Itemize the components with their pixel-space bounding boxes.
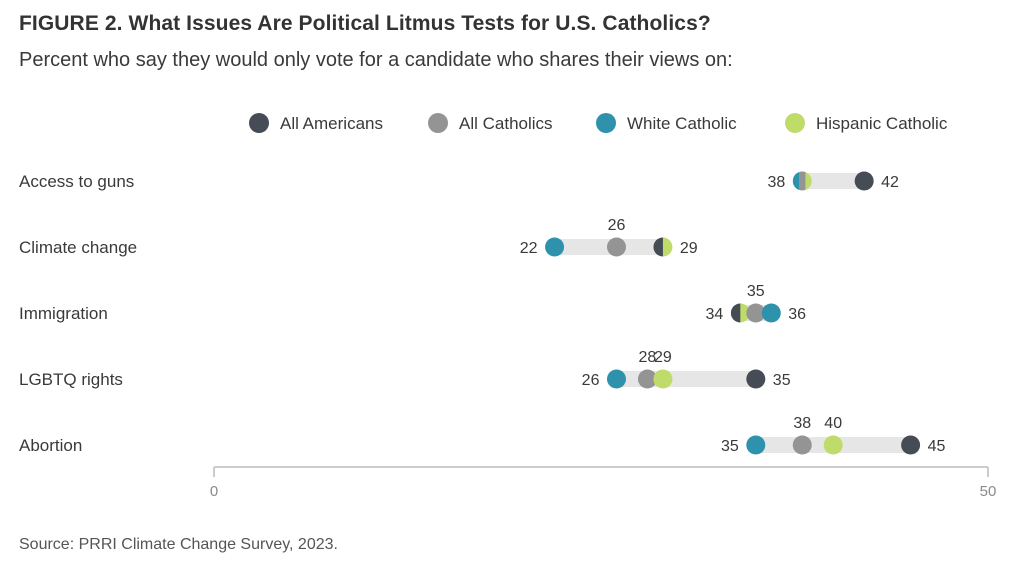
dot-white-catholic [746,435,766,455]
tick-label: 50 [980,483,997,500]
legend-label-hispanic-catholic: Hispanic Catholic [816,114,948,133]
row-climate-change: Climate change 22 26 29 [19,217,698,257]
data-label: 40 [824,415,842,432]
dot-hispanic-catholic [823,435,843,455]
dot-hispanic-catholic [805,171,812,191]
legend-marker-white-catholic [596,113,616,133]
x-axis: 0 50 [210,466,997,500]
dot-all-catholics [606,237,626,257]
legend-label-white-catholic: White Catholic [627,114,737,133]
figure-title: FIGURE 2. What Issues Are Political Litm… [19,12,711,35]
data-label: 26 [582,372,600,389]
category-label: Access to guns [19,172,134,191]
dot-all-americans [730,303,741,323]
range-bar [616,371,756,387]
dot-white-catholic [606,369,626,389]
source-note: Source: PRRI Climate Change Survey, 2023… [19,536,338,553]
data-label: 26 [608,217,626,234]
category-label: Climate change [19,238,137,257]
row-access-to-guns: Access to guns 38 42 [19,171,899,191]
legend-marker-all-catholics [428,113,448,133]
data-label: 45 [928,438,946,455]
legend-label-all-catholics: All Catholics [459,114,553,133]
data-label: 29 [654,349,672,366]
data-label: 36 [788,306,806,323]
data-label: 22 [520,240,538,257]
row-immigration: Immigration 34 35 36 [19,283,806,323]
data-label: 35 [747,283,765,300]
data-label: 35 [721,438,739,455]
data-label: 42 [881,174,899,191]
dot-hispanic-catholic [662,237,673,257]
category-label: Abortion [19,436,82,455]
category-label: Immigration [19,304,108,323]
dot-white-catholic [761,303,781,323]
dot-all-catholics [792,435,812,455]
legend-marker-hispanic-catholic [785,113,805,133]
figure-subtitle: Percent who say they would only vote for… [19,49,733,71]
dot-all-catholics [746,303,766,323]
data-label: 28 [639,349,657,366]
dot-all-americans [746,369,766,389]
dot-all-americans [653,237,664,257]
data-label: 34 [706,306,724,323]
chart-rows: Access to guns 38 42 Climate change 22 26 29 Im… [19,171,945,455]
legend-marker-all-americans [249,113,269,133]
data-label: 29 [680,240,698,257]
range-bar [802,173,865,189]
dot-hispanic-catholic [740,303,750,323]
data-label: 38 [793,415,811,432]
dot-hispanic-catholic [653,369,673,389]
dot-chart: All Americans All Catholics White Catholic… [19,113,997,500]
dot-all-catholics [637,369,657,389]
data-label: 38 [767,174,785,191]
legend-label-all-americans: All Americans [280,114,383,133]
data-label: 35 [773,372,791,389]
dot-all-americans [901,435,921,455]
row-abortion: Abortion 35 38 40 45 [19,415,945,455]
tick-label: 0 [210,483,218,500]
dot-white-catholic [545,237,565,257]
dot-all-americans [854,171,874,191]
category-label: LGBTQ rights [19,370,123,389]
dot-all-catholics [799,171,806,191]
dot-white-catholic [792,171,800,191]
chart-legend: All Americans All Catholics White Catholic… [249,113,948,133]
